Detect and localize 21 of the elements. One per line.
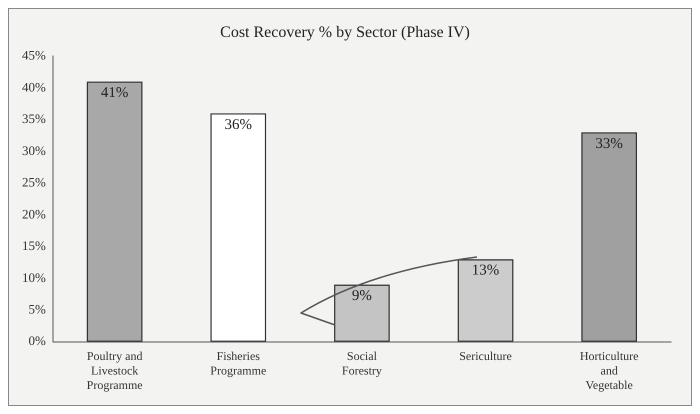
y-tick-label: 10% [22, 270, 46, 285]
y-tick-label: 30% [22, 142, 46, 158]
data-label: 33% [595, 136, 623, 152]
y-tick-label: 5% [28, 301, 46, 316]
data-label: 36% [224, 116, 252, 133]
chart-title: Cost Recovery % by Sector (Phase IV) [220, 24, 470, 41]
y-tick-label: 35% [22, 111, 46, 126]
x-tick-label: Sericulture [459, 349, 512, 364]
y-tick-label: 0% [28, 333, 46, 348]
data-label: 9% [352, 288, 372, 304]
y-tick-label: 40% [22, 79, 46, 94]
data-label: 13% [472, 262, 500, 279]
y-tick-label: 25% [22, 174, 46, 190]
data-label: 41% [100, 85, 128, 102]
y-tick-label: 15% [22, 238, 46, 254]
x-tick-label: Social Forestry [342, 349, 382, 378]
x-tick-label: Fisheries Programme [210, 349, 266, 378]
x-tick-label: Horticulture and Vegetable [580, 349, 639, 392]
x-tick-label: Poultry and Livestock Programme [86, 349, 143, 392]
y-tick-label: 45% [22, 48, 46, 63]
y-tick-label: 20% [22, 206, 46, 222]
